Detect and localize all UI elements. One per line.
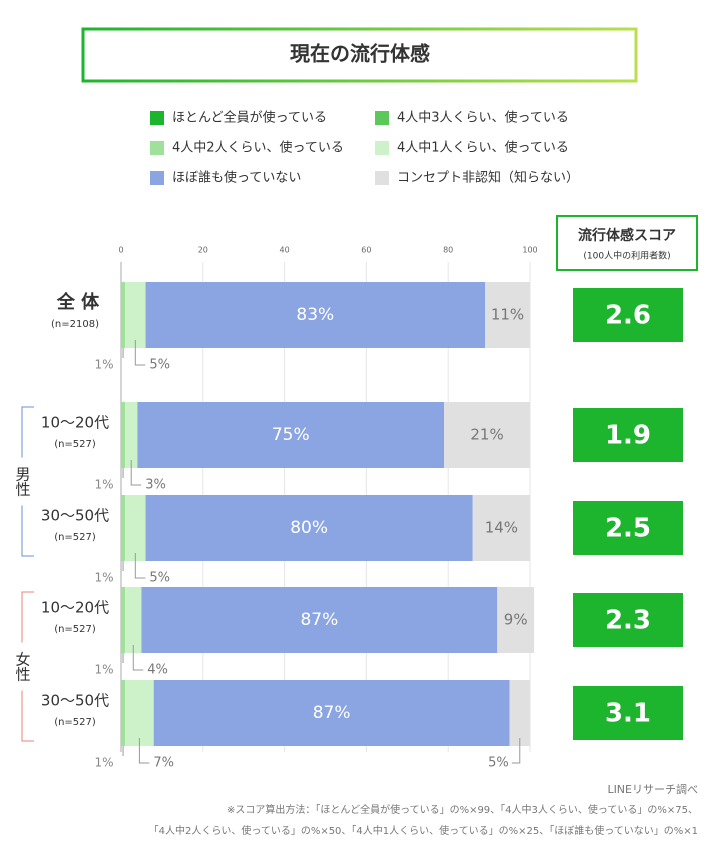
bar-segment — [145, 282, 486, 348]
bar-segment — [444, 402, 530, 468]
legend-swatch — [150, 141, 164, 155]
score-value: 1.9 — [605, 421, 651, 451]
category-note: (n=2108) — [51, 319, 99, 330]
category-label: 30〜50代 — [41, 507, 109, 525]
legend-swatch — [150, 111, 164, 125]
x-tick-label: 40 — [280, 246, 290, 255]
score-value: 2.6 — [605, 301, 651, 331]
note: 「4人中2人くらい、使っている」の%×50、「4人中1人くらい、使っている」の%… — [149, 824, 698, 837]
leader — [134, 553, 146, 579]
category-label: 10〜20代 — [41, 599, 109, 617]
source: LINEリサーチ調べ — [607, 782, 698, 796]
value-label: 7% — [153, 756, 174, 771]
legend-swatch — [150, 171, 164, 185]
x-tick-label: 80 — [443, 246, 453, 255]
legend-swatch — [375, 141, 389, 155]
leader — [132, 645, 144, 671]
value-label: 14% — [485, 519, 518, 537]
value-label: 1% — [94, 358, 113, 372]
leader — [138, 738, 150, 764]
value-label: 5% — [149, 358, 170, 373]
bar-segment — [497, 587, 535, 653]
chart-title: 現在の流行体感 — [290, 42, 430, 66]
bar-segment — [121, 282, 126, 348]
legend-swatch — [375, 111, 389, 125]
value-label: 11% — [491, 306, 524, 324]
bar-segment — [125, 495, 146, 561]
bar-segment — [509, 680, 530, 746]
category-note: (n=527) — [54, 532, 96, 543]
title-box — [81, 27, 638, 83]
value-label: 87% — [313, 703, 351, 723]
value-label: 4% — [147, 663, 168, 678]
bar-segment — [153, 680, 510, 746]
value-label: 21% — [470, 426, 503, 444]
bar-segment — [141, 587, 498, 653]
group-bg — [12, 457, 32, 506]
leader — [134, 340, 146, 366]
category-note: (n=527) — [54, 624, 96, 635]
x-tick-label: 0 — [118, 246, 123, 255]
bar-segment — [125, 680, 154, 746]
score-value: 2.3 — [605, 606, 651, 636]
category-label: 30〜50代 — [41, 692, 109, 710]
value-label: 5% — [149, 571, 170, 586]
value-label: 83% — [296, 305, 334, 325]
group-bg — [12, 642, 32, 691]
category-note: (n=527) — [54, 439, 96, 450]
score-box — [573, 288, 683, 342]
bar-segment — [145, 495, 473, 561]
leader — [130, 460, 142, 486]
legend-swatch — [375, 171, 389, 185]
bar-segment — [125, 282, 146, 348]
legend-label: 4人中3人くらい、使っている — [397, 110, 569, 126]
value-label: 1% — [94, 756, 113, 770]
score-box — [573, 501, 683, 555]
bar-segment — [121, 587, 126, 653]
bar-segment — [125, 402, 138, 468]
bar-segment — [121, 495, 126, 561]
score-header-box — [556, 215, 698, 271]
category-note: (n=527) — [54, 717, 96, 728]
value-label: 87% — [300, 610, 338, 630]
score-value: 2.5 — [605, 514, 651, 544]
bar-segment — [121, 402, 126, 468]
score-subtitle: (100人中の利用者数) — [583, 250, 670, 262]
bar-segment — [485, 282, 530, 348]
bar-segment — [121, 680, 126, 746]
legend-label: コンセプト非認知（知らない） — [397, 170, 579, 186]
bar-segment — [125, 587, 142, 653]
value-label: 1% — [94, 571, 113, 585]
score-box — [573, 686, 683, 740]
category-label: 10〜20代 — [41, 414, 109, 432]
value-label: 5% — [488, 756, 509, 771]
value-label: 1% — [94, 663, 113, 677]
bar-segment — [472, 495, 530, 561]
note: ※スコア算出方法：「ほとんど全員が使っている」の%×99、「4人中3人くらい、使… — [227, 803, 698, 816]
category-label: 全 体 — [56, 291, 100, 313]
value-label: 3% — [145, 478, 166, 493]
bar-segment — [137, 402, 445, 468]
legend-label: ほぼ誰も使っていない — [172, 170, 301, 186]
value-label: 80% — [290, 518, 328, 538]
x-tick-label: 100 — [522, 246, 537, 255]
legend-label: 4人中2人くらい、使っている — [172, 140, 344, 156]
value-label: 1% — [94, 478, 113, 492]
score-title: 流行体感スコア — [578, 227, 676, 244]
legend-label: 4人中1人くらい、使っている — [397, 140, 569, 156]
legend-label: ほとんど全員が使っている — [172, 110, 327, 126]
x-tick-label: 60 — [361, 246, 371, 255]
group-label: 男性 — [14, 467, 32, 497]
value-label: 75% — [272, 425, 310, 445]
leader — [511, 738, 521, 764]
score-box — [573, 408, 683, 462]
value-label: 9% — [504, 611, 528, 629]
x-tick-label: 20 — [198, 246, 208, 255]
score-box — [573, 593, 683, 647]
group-label: 女性 — [14, 651, 32, 682]
score-value: 3.1 — [605, 699, 651, 729]
